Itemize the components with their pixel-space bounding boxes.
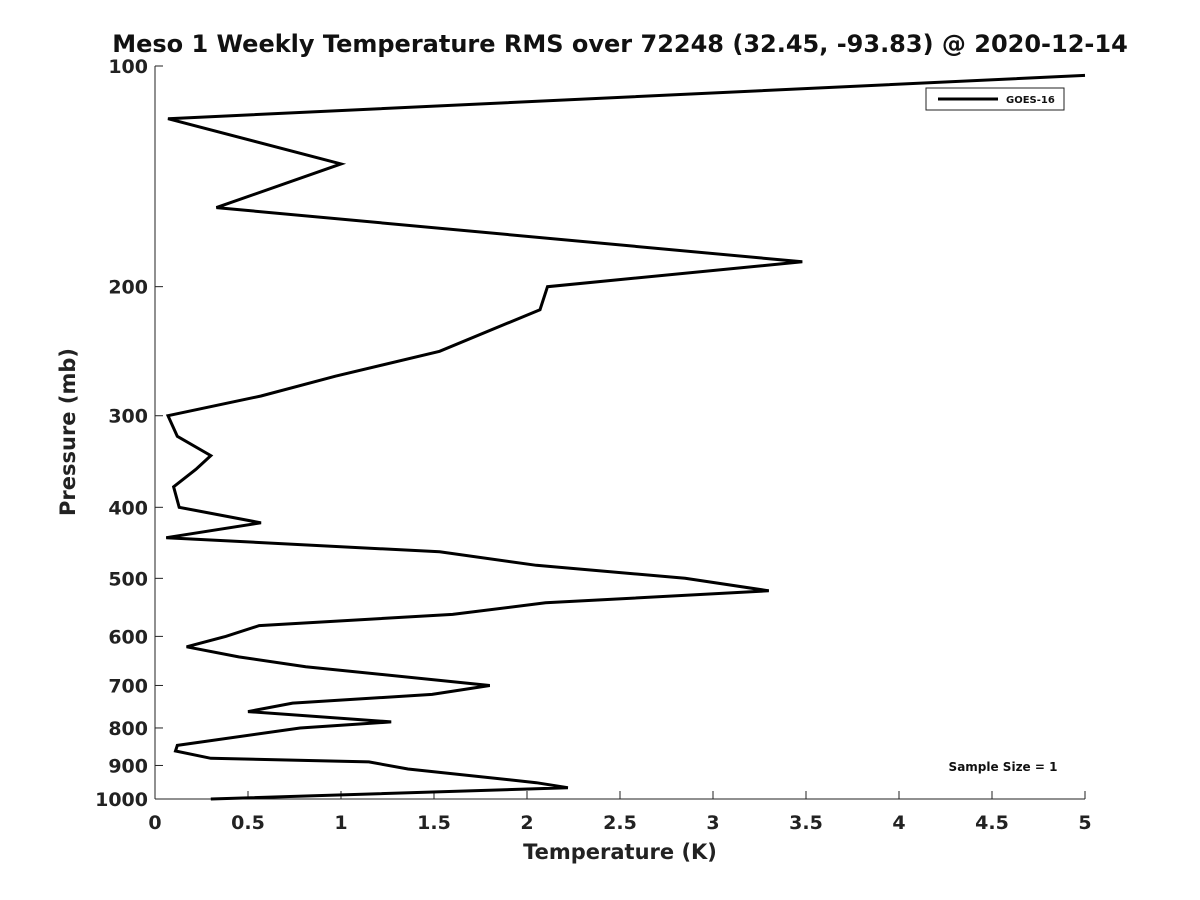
x-tick-label: 1 <box>334 812 347 834</box>
y-tick-label: 900 <box>108 755 148 777</box>
x-tick-label: 1.5 <box>417 812 451 834</box>
y-tick-label: 700 <box>108 675 148 697</box>
x-tick-label: 2 <box>520 812 533 834</box>
y-tick-label: 100 <box>108 56 148 78</box>
sample-size-annotation: Sample Size = 1 <box>949 760 1058 774</box>
y-tick-label: 300 <box>108 406 148 428</box>
x-tick-label: 0 <box>148 812 161 834</box>
x-tick-label: 3.5 <box>789 812 823 834</box>
y-tick-label: 500 <box>108 568 148 590</box>
x-tick-label: 3 <box>706 812 719 834</box>
chart-title: Meso 1 Weekly Temperature RMS over 72248… <box>112 30 1128 58</box>
y-tick-label: 1000 <box>95 789 148 811</box>
legend-label: GOES-16 <box>1006 95 1055 106</box>
x-tick-label: 4 <box>892 812 905 834</box>
x-tick-label: 2.5 <box>603 812 637 834</box>
y-tick-label: 600 <box>108 626 148 648</box>
x-axis-label: Temperature (K) <box>523 840 717 864</box>
x-tick-label: 4.5 <box>975 812 1009 834</box>
x-tick-label: 0.5 <box>231 812 265 834</box>
y-tick-label: 200 <box>108 277 148 299</box>
x-tick-label: 5 <box>1078 812 1091 834</box>
series-line <box>165 73 1086 801</box>
y-tick-label: 400 <box>108 497 148 519</box>
y-tick-label: 800 <box>108 718 148 740</box>
